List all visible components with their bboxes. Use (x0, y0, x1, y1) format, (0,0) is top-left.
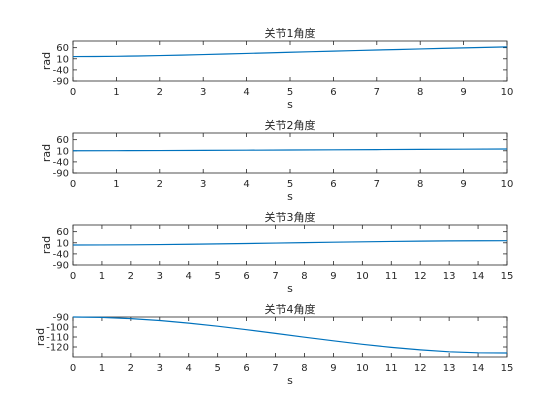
x-tick-label: 5 (287, 179, 293, 190)
x-tick-label: 11 (385, 271, 398, 282)
x-tick-label: 5 (214, 363, 220, 374)
x-tick-label: 3 (157, 271, 163, 282)
x-tick-label: 2 (157, 87, 163, 98)
y-tick-label: -90 (53, 261, 69, 272)
x-tick-label: 3 (157, 363, 163, 374)
x-tick-label: 14 (472, 271, 485, 282)
x-tick-label: 4 (186, 363, 192, 374)
x-tick-label: 13 (443, 271, 456, 282)
x-axis-label: s (287, 374, 293, 387)
x-tick-label: 8 (301, 271, 307, 282)
series-line (72, 316, 508, 354)
y-tick-label: 10 (56, 146, 69, 157)
x-tick-label: 15 (501, 271, 514, 282)
y-tick-label: 60 (56, 227, 69, 238)
x-tick-label: 3 (200, 87, 206, 98)
x-tick-label: 12 (414, 363, 427, 374)
x-axis-label: s (287, 190, 293, 203)
x-tick-label: 10 (501, 179, 514, 190)
x-tick-label: 5 (214, 271, 220, 282)
y-tick-label: 60 (56, 135, 69, 146)
x-tick-label: 7 (374, 179, 380, 190)
x-tick-label: 6 (243, 271, 249, 282)
series-line (72, 148, 508, 152)
subplot-3: 0 1 2 3 4 5 6 7 8 9 10 11 12 13 14 156010-40-90关节3角度sra… (40, 210, 513, 295)
x-tick-label: 5 (287, 87, 293, 98)
x-tick-label: 4 (243, 179, 249, 190)
x-tick-label: 9 (330, 271, 336, 282)
x-tick-label: 1 (99, 271, 105, 282)
x-tick-label: 15 (501, 363, 514, 374)
y-axis-label: rad (40, 52, 53, 70)
x-tick-label: 10 (356, 363, 369, 374)
x-tick-label: 0 (70, 87, 76, 98)
x-tick-label: 9 (460, 179, 466, 190)
x-tick-label: 10 (356, 271, 369, 282)
x-tick-label: 8 (301, 363, 307, 374)
x-tick-label: 0 (70, 363, 76, 374)
y-tick-label: -40 (53, 65, 69, 76)
y-tick-label: -40 (53, 249, 69, 260)
x-tick-label: 6 (243, 363, 249, 374)
y-axis-label: rad (40, 236, 53, 254)
subplot-4: 0 1 2 3 4 5 6 7 8 9 10 11 12 13 14 15-90-100-110-120关节4… (34, 302, 513, 387)
y-tick-label: -90 (53, 77, 69, 88)
x-tick-label: 13 (443, 363, 456, 374)
x-tick-label: 11 (385, 363, 398, 374)
y-tick-label: 10 (56, 238, 69, 249)
x-tick-label: 1 (113, 87, 119, 98)
x-tick-label: 6 (330, 179, 336, 190)
x-tick-label: 7 (272, 363, 278, 374)
x-tick-label: 10 (501, 87, 514, 98)
x-tick-label: 0 (70, 271, 76, 282)
x-tick-label: 2 (128, 271, 134, 282)
y-tick-label: 60 (56, 43, 69, 54)
x-tick-label: 1 (99, 363, 105, 374)
x-tick-label: 2 (157, 179, 163, 190)
x-tick-label: 2 (128, 363, 134, 374)
y-tick-label: -120 (46, 343, 69, 354)
chart-title: 关节2角度 (265, 118, 316, 132)
x-tick-label: 7 (272, 271, 278, 282)
x-tick-label: 6 (330, 87, 336, 98)
y-axis-label: rad (40, 144, 53, 162)
x-tick-label: 3 (200, 179, 206, 190)
chart-title: 关节4角度 (265, 302, 316, 316)
y-axis-label: rad (34, 328, 47, 346)
x-tick-label: 8 (417, 87, 423, 98)
x-axis-label: s (287, 98, 293, 111)
x-tick-label: 8 (417, 179, 423, 190)
x-axis-label: s (287, 282, 293, 295)
y-tick-label: -90 (53, 313, 69, 324)
x-tick-label: 0 (70, 179, 76, 190)
y-tick-label: 10 (56, 54, 69, 65)
series-line (72, 240, 508, 246)
axes-box (72, 40, 508, 82)
y-tick-label: -90 (53, 169, 69, 180)
series-line (72, 46, 508, 58)
y-tick-label: -100 (46, 323, 69, 334)
x-tick-label: 9 (460, 87, 466, 98)
x-tick-label: 1 (113, 179, 119, 190)
x-tick-label: 4 (186, 271, 192, 282)
chart-title: 关节3角度 (265, 210, 316, 224)
x-tick-label: 4 (243, 87, 249, 98)
y-tick-label: -40 (53, 157, 69, 168)
x-tick-label: 12 (414, 271, 427, 282)
x-tick-label: 14 (472, 363, 485, 374)
x-tick-label: 9 (330, 363, 336, 374)
y-tick-label: -110 (46, 333, 69, 344)
chart-title: 关节1角度 (265, 26, 316, 40)
x-tick-label: 7 (374, 87, 380, 98)
axes-box (72, 132, 508, 174)
